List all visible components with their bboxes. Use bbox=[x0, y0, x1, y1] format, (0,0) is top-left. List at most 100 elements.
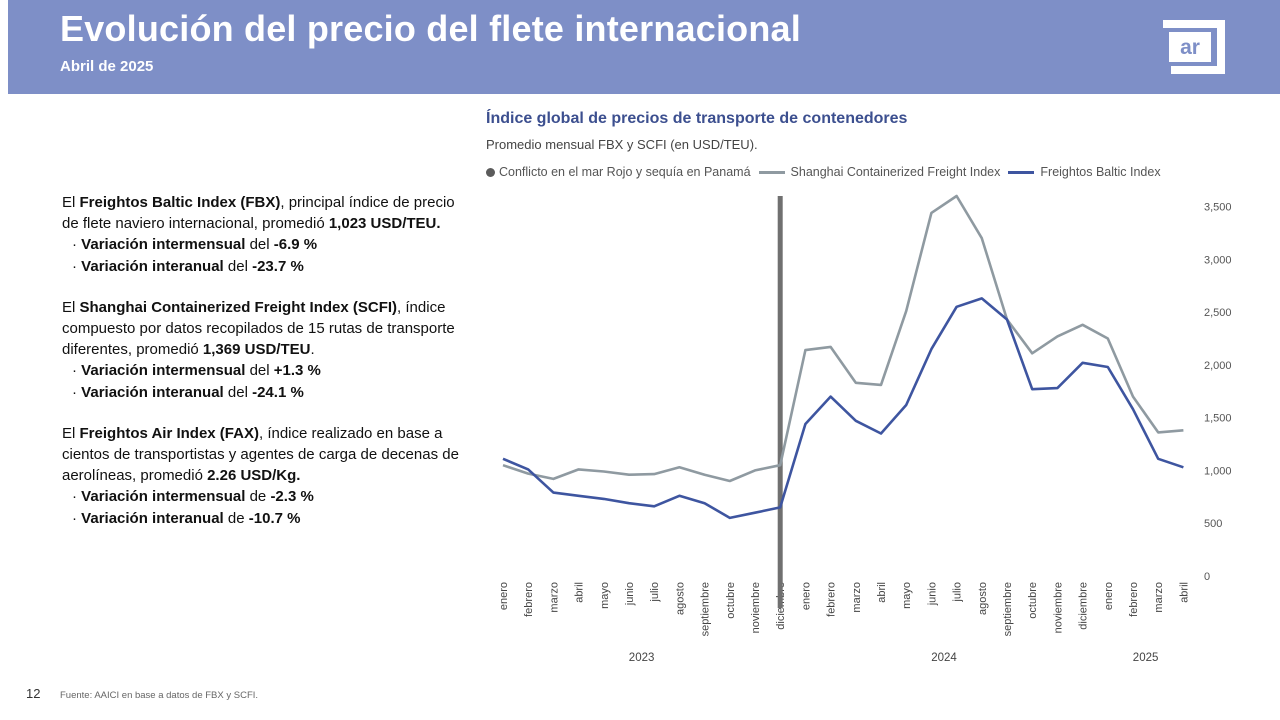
body-text: , índice realizado en base a cientos de … bbox=[62, 424, 459, 485]
body-text: , principal índice de precio de flete na… bbox=[62, 194, 455, 233]
x-group-year-label: 2024 bbox=[931, 652, 957, 664]
header-banner: Evolución del precio del flete internaci… bbox=[8, 0, 1280, 94]
bullet-dot-icon: · bbox=[72, 488, 82, 506]
y-tick-label: 3,500 bbox=[1204, 202, 1232, 214]
x-tick-label: julio bbox=[952, 582, 964, 603]
bullet-label: Variación intermensual bbox=[81, 488, 246, 506]
bullet-label: Variación interanual bbox=[81, 257, 224, 275]
variation-bullet: · Variación interanual de -10.7 % bbox=[62, 508, 462, 529]
x-tick-label: abril bbox=[1178, 582, 1190, 603]
x-tick-label: enero bbox=[800, 582, 812, 610]
x-tick-label: junio bbox=[624, 582, 636, 606]
x-tick-label: abril bbox=[876, 582, 888, 603]
x-tick-label: febrero bbox=[523, 582, 535, 617]
bullet-connector: del bbox=[245, 236, 274, 254]
body-text: El bbox=[62, 424, 80, 442]
variation-bullet: · Variación intermensual del -6.9 % bbox=[62, 234, 462, 255]
x-tick-label: abril bbox=[574, 582, 586, 603]
emphasis-text: 2.26 USD/Kg. bbox=[207, 467, 301, 485]
y-tick-label: 0 bbox=[1204, 571, 1210, 583]
x-group-year-label: 2025 bbox=[1133, 652, 1159, 664]
x-tick-label: diciembre bbox=[1078, 582, 1090, 630]
bullet-dot-icon: · bbox=[72, 509, 82, 527]
bullet-dot-icon: · bbox=[72, 362, 82, 380]
bullet-label: Variación interanual bbox=[81, 383, 224, 401]
summary-text-panel: El Freightos Baltic Index (FBX), princip… bbox=[62, 192, 462, 549]
chart-title: Índice global de precios de transporte d… bbox=[486, 110, 908, 127]
bullet-value: +1.3 % bbox=[273, 362, 321, 380]
bullet-value: -2.3 % bbox=[270, 488, 314, 506]
y-tick-label: 2,500 bbox=[1204, 307, 1232, 319]
x-tick-label: octubre bbox=[1027, 582, 1039, 619]
emphasis-text: Freightos Baltic Index (FBX) bbox=[79, 194, 281, 211]
fbx-series-line bbox=[502, 297, 1184, 520]
paragraph-intro: El Freightos Air Index (FAX), índice rea… bbox=[62, 423, 462, 487]
variation-bullet: · Variación interanual del -24.1 % bbox=[62, 382, 462, 403]
y-tick-label: 3,000 bbox=[1204, 254, 1232, 266]
legend-fbx-label: Freightos Baltic Index bbox=[1040, 165, 1161, 179]
chart-subtitle: Promedio mensual FBX y SCFI (en USD/TEU)… bbox=[486, 137, 758, 152]
bullet-connector: de bbox=[245, 488, 271, 506]
emphasis-text: Shanghai Containerized Freight Index (SC… bbox=[79, 298, 398, 316]
variation-bullet: · Variación intermensual del +1.3 % bbox=[62, 360, 462, 381]
x-tick-label: enero bbox=[1103, 582, 1115, 610]
x-tick-label: marzo bbox=[548, 582, 560, 613]
emphasis-text: Freightos Air Index (FAX) bbox=[79, 424, 259, 442]
ar-logo-icon: ar bbox=[1163, 20, 1225, 74]
bullet-connector: de bbox=[223, 509, 249, 527]
bullet-value: -23.7 % bbox=[252, 257, 304, 275]
legend-scfi-label: Shanghai Containerized Freight Index bbox=[790, 165, 1001, 179]
source-note: Fuente: AAICI en base a datos de FBX y S… bbox=[60, 690, 259, 701]
paragraph-intro: El Freightos Baltic Index (FBX), princip… bbox=[62, 192, 462, 234]
x-tick-label: marzo bbox=[851, 582, 863, 613]
chart-legend: Conflicto en el mar Rojo y sequía en Pan… bbox=[486, 165, 1169, 179]
bullet-connector: del bbox=[223, 383, 253, 401]
x-tick-label: agosto bbox=[977, 582, 989, 615]
body-text: . bbox=[310, 341, 315, 359]
bullet-label: Variación interanual bbox=[81, 509, 224, 527]
bullet-connector: del bbox=[223, 257, 253, 275]
fbx-line-swatch-icon bbox=[1008, 170, 1035, 174]
x-tick-label: febrero bbox=[826, 582, 838, 617]
body-text: , índice compuesto por datos recopilados… bbox=[62, 298, 455, 359]
event-marker-bar bbox=[777, 196, 783, 608]
emphasis-text: 1,023 USD/TEU. bbox=[328, 215, 441, 233]
bullet-label: Variación intermensual bbox=[81, 236, 246, 254]
x-tick-label: septiembre bbox=[1002, 582, 1014, 636]
bullet-dot-icon: · bbox=[72, 257, 82, 275]
variation-bullet: · Variación interanual del -23.7 % bbox=[62, 256, 462, 277]
legend-event-label: Conflicto en el mar Rojo y sequía en Pan… bbox=[499, 165, 751, 179]
legend-item-event: Conflicto en el mar Rojo y sequía en Pan… bbox=[486, 165, 751, 179]
x-tick-label: febrero bbox=[1128, 582, 1140, 617]
scfi-line-swatch-icon bbox=[758, 170, 785, 174]
x-tick-label: julio bbox=[649, 582, 661, 603]
summary-paragraph: El Shanghai Containerized Freight Index … bbox=[62, 297, 462, 403]
y-tick-label: 2,000 bbox=[1204, 360, 1232, 372]
x-tick-label: noviembre bbox=[1052, 582, 1064, 633]
y-tick-label: 1,500 bbox=[1204, 413, 1232, 425]
page-title: Evolución del precio del flete internaci… bbox=[60, 8, 801, 49]
x-tick-label: mayo bbox=[901, 582, 913, 609]
bullet-connector: del bbox=[245, 362, 274, 380]
x-tick-label: marzo bbox=[1153, 582, 1165, 613]
y-tick-label: 1,000 bbox=[1204, 465, 1232, 477]
y-tick-label: 500 bbox=[1204, 518, 1222, 530]
scfi-series-line bbox=[502, 194, 1184, 483]
x-group-year-label: 2023 bbox=[629, 652, 655, 664]
bullet-value: -6.9 % bbox=[273, 236, 318, 254]
bullet-value: -10.7 % bbox=[248, 509, 301, 527]
bullet-dot-icon: · bbox=[72, 383, 82, 401]
body-text: El bbox=[62, 298, 80, 316]
summary-paragraph: El Freightos Baltic Index (FBX), princip… bbox=[62, 192, 462, 277]
summary-paragraph: El Freightos Air Index (FAX), índice rea… bbox=[62, 423, 462, 529]
page-subtitle: Abril de 2025 bbox=[60, 58, 154, 75]
bullet-dot-icon: · bbox=[72, 236, 82, 254]
logo-text: ar bbox=[1180, 36, 1200, 59]
x-tick-label: junio bbox=[926, 582, 938, 606]
page-number: 12 bbox=[26, 686, 41, 701]
bullet-value: -24.1 % bbox=[252, 383, 304, 401]
legend-item-scfi: Shanghai Containerized Freight Index bbox=[758, 165, 1001, 179]
x-tick-label: septiembre bbox=[700, 582, 712, 636]
x-tick-label: noviembre bbox=[750, 582, 762, 633]
